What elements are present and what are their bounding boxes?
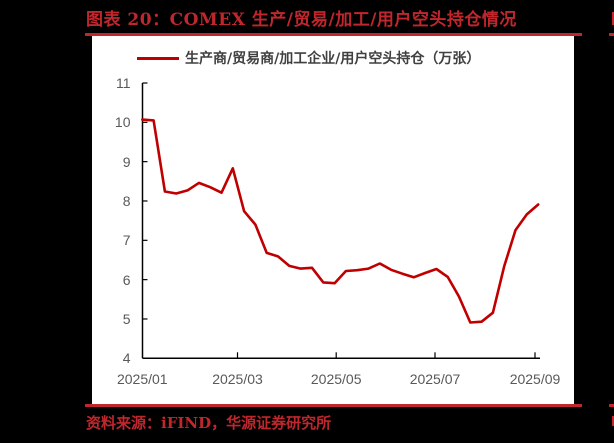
y-tick-label: 7	[122, 232, 131, 249]
x-tick-label: 2025/07	[409, 371, 461, 388]
x-tick-label: 2025/03	[212, 371, 263, 388]
legend-swatch	[137, 56, 179, 60]
x-tick-label: 2025/01	[116, 371, 168, 388]
legend: 生产商/贸易商/加工企业/用户空头持仓（万张）	[137, 48, 480, 68]
y-tick-label: 6	[122, 271, 131, 288]
next-figure-source-fragment	[612, 416, 614, 426]
series-line	[141, 118, 540, 324]
x-tick-label: 2025/05	[310, 371, 362, 388]
source-note: 资料来源：iFIND，华源证券研究所	[86, 414, 332, 432]
y-tick-label: 10	[114, 114, 131, 131]
next-figure-title-fragment	[612, 12, 614, 25]
x-tick-label: 2025/09	[509, 371, 561, 388]
y-tick-label: 8	[122, 192, 131, 209]
y-tick-label: 9	[122, 153, 131, 170]
y-tick-label: 11	[115, 75, 131, 91]
axes	[141, 82, 540, 360]
figure-title: 图表 20：COMEX 生产/贸易/加工/用户空头持仓情况	[86, 10, 517, 30]
chart-panel	[92, 36, 574, 404]
next-figure-title-rule	[609, 33, 614, 36]
next-figure-source-rule	[609, 404, 614, 407]
legend-label: 生产商/贸易商/加工企业/用户空头持仓（万张）	[185, 51, 481, 67]
y-tick-label: 4	[122, 350, 131, 367]
y-tick-label: 5	[122, 310, 131, 327]
source-rule	[85, 404, 582, 407]
title-rule	[85, 33, 582, 36]
